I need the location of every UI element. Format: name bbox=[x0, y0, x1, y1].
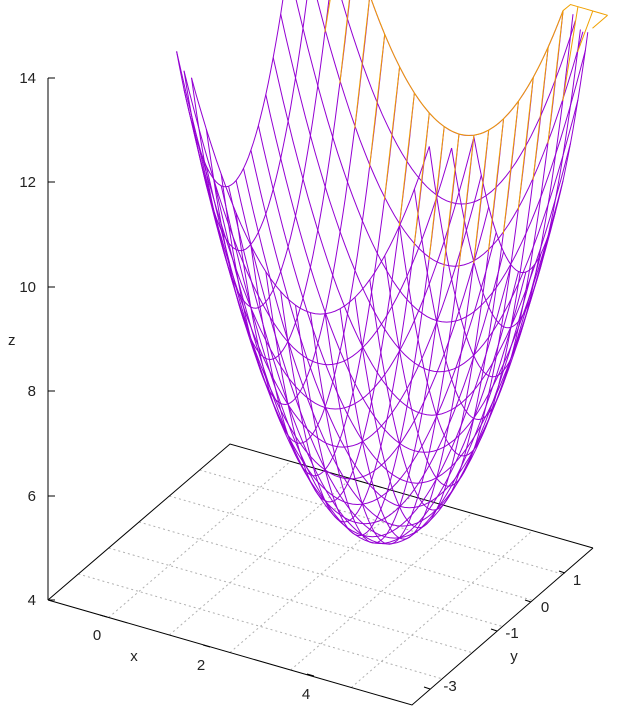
grid-line bbox=[199, 469, 563, 575]
y-tick: -3 bbox=[423, 678, 457, 695]
mesh-line-x bbox=[451, 29, 581, 329]
base-frame-front bbox=[47, 547, 594, 706]
mesh-back-line bbox=[547, 10, 564, 144]
grid-line bbox=[169, 495, 533, 601]
mesh-line-y bbox=[341, 0, 576, 205]
grid-line bbox=[108, 547, 473, 654]
z-tick-label: 10 bbox=[19, 279, 36, 296]
grid-line bbox=[108, 460, 291, 618]
mesh-line-y bbox=[235, 180, 534, 539]
mesh-line-y bbox=[228, 186, 527, 545]
mesh-line-y bbox=[205, 165, 505, 525]
mesh-back-line bbox=[577, 10, 594, 53]
mesh-back-line bbox=[339, 0, 350, 84]
z-tick-label: 12 bbox=[19, 174, 36, 191]
mesh-line-x bbox=[413, 10, 564, 421]
mesh-back-line bbox=[502, 101, 519, 235]
x-tick: 0 bbox=[93, 614, 108, 644]
x-axis-label: x bbox=[130, 648, 138, 665]
z-tick: 8 bbox=[28, 383, 55, 400]
grid-line bbox=[229, 495, 412, 653]
surface-mesh bbox=[176, 0, 608, 545]
mesh-line-x bbox=[265, 92, 415, 503]
mesh-back-line bbox=[443, 134, 460, 268]
mesh-line-x bbox=[473, 32, 589, 274]
mesh-line-x bbox=[369, 101, 519, 511]
x-tick: 2 bbox=[197, 644, 211, 674]
mesh-line-x bbox=[235, 34, 386, 444]
mesh-back-line bbox=[398, 92, 415, 227]
y-tick-label: -3 bbox=[443, 678, 456, 695]
x-tick-label: 4 bbox=[302, 686, 310, 703]
mesh-back-line bbox=[324, 0, 331, 33]
mesh-line-x bbox=[354, 118, 505, 529]
mesh-line-y bbox=[370, 0, 564, 137]
z-tick-label: 6 bbox=[28, 488, 36, 505]
mesh-back-line bbox=[562, 6, 579, 101]
z-tick: 10 bbox=[19, 279, 55, 296]
z-tick: 6 bbox=[28, 488, 55, 505]
z-tick: 4 bbox=[28, 592, 55, 609]
z-tick-label: 14 bbox=[19, 70, 36, 87]
mesh-line-x bbox=[205, 0, 351, 361]
grid-line bbox=[138, 521, 503, 627]
mesh-line-y bbox=[316, 0, 584, 267]
mesh-back-line bbox=[413, 112, 430, 247]
y-tick-label: 0 bbox=[541, 599, 549, 616]
mesh-back-line bbox=[532, 46, 549, 181]
mesh-back-line bbox=[369, 34, 386, 168]
mesh-back-line bbox=[473, 130, 490, 264]
mesh-line-x bbox=[295, 126, 445, 537]
y-tick: -1 bbox=[490, 625, 519, 642]
y-axis-label: y bbox=[510, 648, 518, 665]
base-grid bbox=[78, 460, 563, 688]
x-tick-label: 2 bbox=[197, 657, 205, 674]
mesh-back-line bbox=[354, 0, 370, 129]
mesh-back-rim bbox=[370, 0, 608, 136]
y-tick: 0 bbox=[524, 599, 549, 616]
mesh-line-x bbox=[384, 77, 534, 487]
mesh-line-x bbox=[339, 130, 490, 540]
y-tick: 1 bbox=[558, 570, 581, 589]
mesh-back-line bbox=[487, 118, 505, 252]
mesh-back-line bbox=[383, 66, 401, 200]
mesh-back-line bbox=[592, 14, 608, 29]
z-tick: 14 bbox=[19, 70, 55, 87]
base-frame-back bbox=[47, 443, 594, 601]
axes bbox=[47, 78, 594, 706]
mesh-back-line bbox=[458, 135, 475, 269]
grid-line bbox=[78, 573, 443, 680]
tick-labels: 4 6 8 10 12 14 0 2 4 -3 -1 0 1 z x y bbox=[8, 70, 581, 703]
x-tick: 4 bbox=[302, 673, 315, 703]
mesh-back-line bbox=[517, 77, 534, 211]
mesh-line-x bbox=[428, 14, 574, 378]
mesh-line-x bbox=[183, 0, 308, 252]
mesh-line-x bbox=[399, 46, 549, 457]
z-axis-label: z bbox=[8, 332, 16, 349]
mesh-line-x bbox=[191, 0, 330, 309]
mesh-line-x bbox=[280, 112, 430, 523]
mesh-line-y bbox=[191, 77, 430, 315]
x-tick-label: 0 bbox=[93, 627, 101, 644]
y-tick-label: 1 bbox=[573, 572, 581, 589]
mesh-back-line bbox=[428, 126, 445, 260]
grid-line bbox=[290, 512, 473, 671]
z-tick: 12 bbox=[19, 174, 55, 191]
z-tick-label: 4 bbox=[28, 592, 36, 609]
mesh-line-y bbox=[220, 185, 519, 545]
mesh-line-x bbox=[220, 0, 370, 406]
mesh-line-x bbox=[309, 134, 460, 544]
z-tick-label: 8 bbox=[28, 383, 36, 400]
y-tick-label: -1 bbox=[505, 625, 518, 642]
